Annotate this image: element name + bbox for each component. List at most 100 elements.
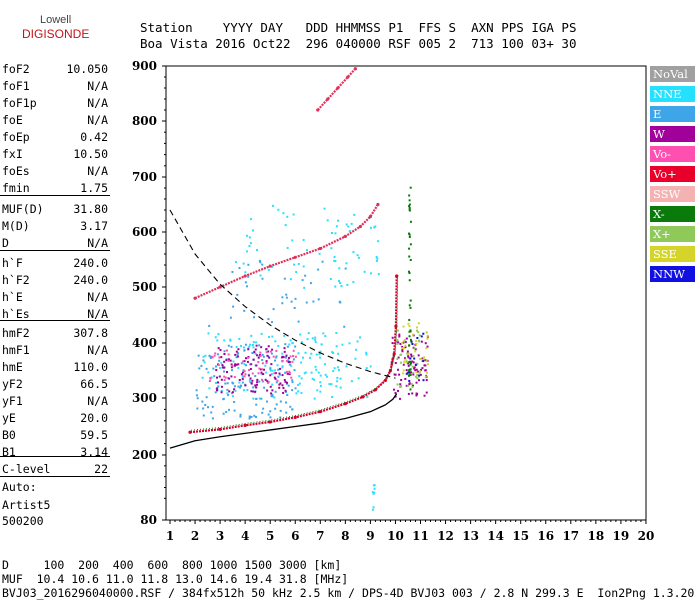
cluster-upper-nne-point xyxy=(352,251,355,254)
cluster-nne-point xyxy=(229,339,232,342)
cluster-right-blue-point xyxy=(413,357,416,360)
cluster-w-point xyxy=(284,389,287,392)
cluster-nne-point xyxy=(281,365,284,368)
cluster-right-point xyxy=(398,333,401,336)
cluster-e-point xyxy=(230,369,233,372)
cluster-right-blue-point xyxy=(405,372,408,375)
cluster-right-green-point xyxy=(406,352,409,355)
scaling-value: 3.17 xyxy=(80,219,108,233)
cluster-w-point xyxy=(230,375,233,378)
cluster-w-point xyxy=(282,391,285,394)
cluster-nne-point xyxy=(332,370,335,373)
cluster-right-point xyxy=(424,359,427,362)
cluster-e-point xyxy=(292,358,295,361)
cluster-vo-minus-point xyxy=(259,354,262,357)
cluster-upper-e-point xyxy=(246,285,249,288)
cluster-nne-point xyxy=(315,368,318,371)
cluster-nne-point xyxy=(249,380,252,383)
cluster-upper-nne-point xyxy=(374,225,377,228)
cluster-upper-nne-point xyxy=(334,232,337,235)
scaling-value: N/A xyxy=(87,164,108,178)
cluster-e-point xyxy=(277,368,280,371)
x-mode-column-point xyxy=(407,374,410,377)
cluster-e-point xyxy=(254,375,257,378)
cluster-vo-minus-point xyxy=(265,361,268,364)
x-tick-label: 20 xyxy=(638,529,655,543)
cluster-nne-point xyxy=(357,377,360,380)
cluster-e-point xyxy=(218,359,221,362)
cluster-nne-point xyxy=(326,375,329,378)
x-mode-column-point xyxy=(408,368,411,371)
cluster-w-point xyxy=(242,371,245,374)
y-tick-label: 700 xyxy=(132,170,157,184)
cluster-right-yellow-point xyxy=(419,357,422,360)
cluster-upper-nne-point xyxy=(329,278,332,281)
logo-line1: Lowell xyxy=(40,14,72,26)
scaling-row: h`F2 240.0 xyxy=(2,273,108,291)
scaling-row: B1 3.14 xyxy=(2,445,108,463)
x-mode-column-point xyxy=(408,272,411,275)
cluster-right-point xyxy=(421,357,424,360)
cluster-w-point xyxy=(222,366,225,369)
cluster-upper-e-point xyxy=(270,321,273,324)
x-tick-label: 15 xyxy=(512,529,529,543)
trace-o-lower-point xyxy=(268,420,272,424)
cluster-w-point xyxy=(288,360,291,363)
cluster-nne-point xyxy=(300,377,303,380)
cluster-upper-nne-point xyxy=(352,281,355,284)
cluster-nne-point xyxy=(288,343,291,346)
scaling-value: 0.42 xyxy=(80,130,108,144)
legend-item-ssw: SSW xyxy=(650,186,695,202)
cluster-upper-nne-point xyxy=(250,218,253,221)
scaling-value: N/A xyxy=(87,79,108,93)
cluster-upper-e-point xyxy=(267,318,270,321)
scaling-row: yE 20.0 xyxy=(2,411,108,429)
cluster-nne-point xyxy=(234,389,237,392)
cluster-e-point xyxy=(195,394,198,397)
cluster-nne-point xyxy=(297,352,300,355)
cluster-w-point xyxy=(255,364,258,367)
scaling-row: MUF(D) 31.80 xyxy=(2,202,108,220)
cluster-e-point xyxy=(227,344,230,347)
cluster-right-green-point xyxy=(396,342,399,345)
cluster-right-yellow-point xyxy=(405,361,408,364)
cluster-w-point xyxy=(252,358,255,361)
cluster-nne-point xyxy=(276,364,279,367)
cluster-vo-minus-point xyxy=(267,380,270,383)
cluster-right-yellow-point xyxy=(408,325,411,328)
cluster-nne-point xyxy=(273,396,276,399)
cluster-e-point xyxy=(223,350,226,353)
cluster-right-green-point xyxy=(406,384,409,387)
cluster-right-point xyxy=(407,355,410,358)
cluster-right-point xyxy=(404,346,407,349)
cluster-right-point xyxy=(392,388,395,391)
cluster-right-blue-point xyxy=(420,335,423,338)
cluster-nne-point xyxy=(339,386,342,389)
cluster-nne-point xyxy=(336,366,339,369)
cluster-w-point xyxy=(240,373,243,376)
scaling-row: fmin 1.75 xyxy=(2,181,108,199)
cluster-w-point xyxy=(230,366,233,369)
trace-o-high-point xyxy=(346,75,350,79)
cluster-vo-minus-point xyxy=(275,349,278,352)
cluster-upper-e-point xyxy=(344,267,347,270)
cluster-w-point xyxy=(285,354,288,357)
cluster-w-point xyxy=(270,363,273,366)
cluster-right-point xyxy=(398,335,401,338)
cluster-upper-nne-point xyxy=(345,223,348,226)
cluster-e-point xyxy=(207,406,210,409)
scaling-row: foF2 10.050 xyxy=(2,62,108,80)
cluster-upper-e-point xyxy=(244,281,247,284)
cluster-upper-nne-point xyxy=(375,259,378,262)
cluster-right-point xyxy=(399,342,402,345)
cluster-w-point xyxy=(255,386,258,389)
trace-o-upper-point xyxy=(376,202,380,207)
scaling-row: yF1 N/A xyxy=(2,394,108,412)
cluster-right-point xyxy=(398,397,401,400)
scaling-name: MUF(D) xyxy=(2,202,44,216)
cluster-upper-nne-point xyxy=(302,239,305,242)
cluster-right-point xyxy=(411,360,414,363)
cluster-vo-minus-point xyxy=(288,372,291,375)
cluster-vo-minus-point xyxy=(244,373,247,376)
